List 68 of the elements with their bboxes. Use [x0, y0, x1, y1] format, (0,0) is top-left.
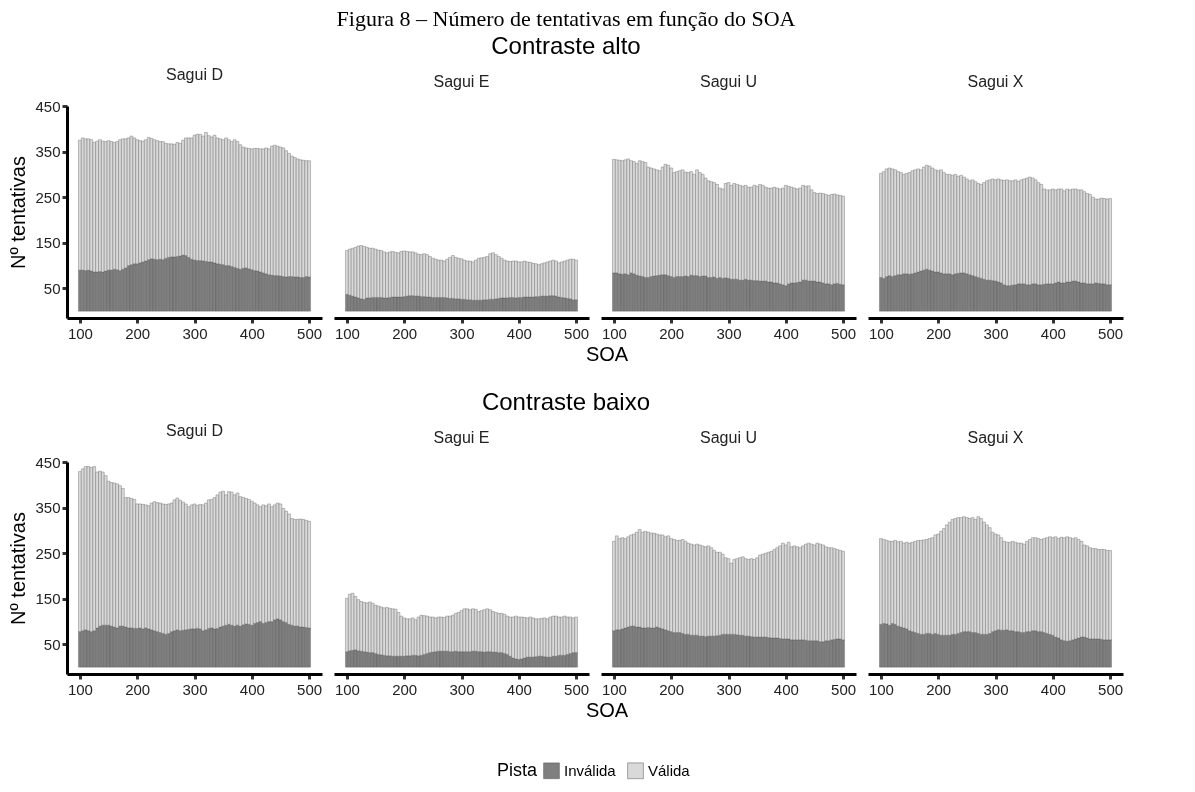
legend-label: Válida — [648, 761, 691, 779]
legend-title: Pista — [497, 760, 539, 780]
x-tick-label: 400 — [239, 324, 265, 342]
x-tick-label: 200 — [659, 324, 685, 342]
chart-title: Sagui E — [433, 429, 490, 446]
x-tick-label: 200 — [926, 680, 952, 698]
y-tick-label: 350 — [35, 143, 61, 161]
x-tick-label: 400 — [773, 324, 799, 342]
x-tick-label: 500 — [831, 324, 857, 342]
x-tick-label: 300 — [716, 680, 742, 698]
x-tick-label: 500 — [297, 680, 323, 698]
y-tick-label: 150 — [35, 590, 61, 608]
x-tick-label: 400 — [506, 680, 532, 698]
x-tick-label: 200 — [926, 324, 952, 342]
x-tick-label: 200 — [125, 680, 151, 698]
chart-title: Sagui U — [700, 429, 757, 446]
x-tick-label: 100 — [868, 680, 894, 698]
y-tick-label: 50 — [43, 279, 61, 297]
x-tick-label: 100 — [601, 680, 627, 698]
x-tick-label: 200 — [125, 324, 151, 342]
x-tick-label: 100 — [67, 324, 93, 342]
x-tick-label: 400 — [1040, 324, 1066, 342]
x-tick-label: 500 — [564, 324, 590, 342]
y-axis-title: Nº tentativas — [7, 512, 30, 625]
y-tick-label: 150 — [35, 234, 61, 252]
y-tick-label: 50 — [43, 635, 61, 653]
x-tick-label: 100 — [334, 324, 360, 342]
x-tick-label: 300 — [182, 680, 208, 698]
x-tick-label: 400 — [1040, 680, 1066, 698]
x-tick-label: 300 — [182, 324, 208, 342]
chart-title: Sagui D — [166, 422, 223, 439]
chart-title: Sagui D — [166, 66, 223, 83]
text: Contraste alto — [491, 32, 641, 59]
text: Figura 8 – Número de tentativas em função do SOA — [336, 6, 796, 31]
text: Contraste baixo — [481, 388, 651, 415]
x-tick-label: 500 — [1098, 680, 1124, 698]
x-tick-label: 200 — [392, 680, 418, 698]
y-axis-title: Nº tentativas — [7, 156, 30, 269]
x-tick-label: 100 — [334, 680, 360, 698]
x-tick-label: 300 — [716, 324, 742, 342]
text: SOA — [585, 699, 629, 721]
x-tick-label: 400 — [239, 680, 265, 698]
x-tick-label: 200 — [659, 680, 685, 698]
y-tick-label: 250 — [35, 544, 61, 562]
chart-title: Sagui X — [967, 73, 1024, 90]
x-tick-label: 300 — [983, 324, 1009, 342]
x-tick-label: 400 — [773, 680, 799, 698]
x-tick-label: 500 — [297, 324, 323, 342]
chart-title: Sagui E — [433, 73, 490, 90]
chart-title: Sagui X — [967, 429, 1024, 446]
legend-label: Inválida — [564, 761, 617, 779]
x-tick-label: 500 — [831, 680, 857, 698]
y-tick-label: 450 — [35, 97, 61, 115]
x-tick-label: 500 — [1098, 324, 1124, 342]
x-tick-label: 200 — [392, 324, 418, 342]
x-tick-label: 300 — [983, 680, 1009, 698]
x-tick-label: 100 — [868, 324, 894, 342]
y-tick-label: 450 — [35, 453, 61, 471]
x-tick-label: 100 — [601, 324, 627, 342]
text: SOA — [585, 343, 629, 365]
chart-title: Sagui U — [700, 73, 757, 90]
x-tick-label: 300 — [449, 324, 475, 342]
x-tick-label: 500 — [564, 680, 590, 698]
x-tick-label: 100 — [67, 680, 93, 698]
y-tick-label: 350 — [35, 499, 61, 517]
x-tick-label: 400 — [506, 324, 532, 342]
x-tick-label: 300 — [449, 680, 475, 698]
y-tick-label: 250 — [35, 188, 61, 206]
